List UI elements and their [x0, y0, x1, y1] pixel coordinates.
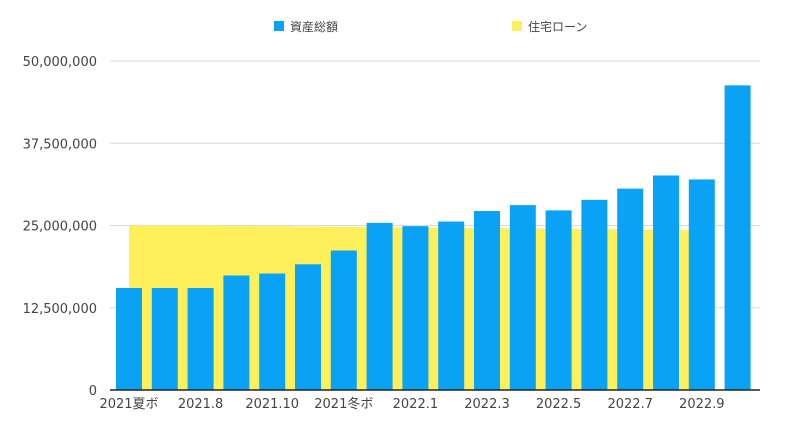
asset-total-series: [116, 85, 751, 390]
y-tick-label: 12,500,000: [23, 302, 97, 317]
asset-total-bar: [509, 205, 536, 390]
y-tick-label: 50,000,000: [23, 55, 97, 70]
asset-total-bar: [653, 175, 679, 390]
asset-total-bar: [330, 250, 357, 390]
x-tick-label: 2021冬ボ: [314, 396, 373, 412]
legend-swatch-asset-total: [274, 21, 284, 31]
asset-total-bar: [366, 222, 393, 390]
asset-total-bar: [402, 226, 429, 390]
asset-total-bar: [581, 199, 608, 390]
x-tick-label: 2021.8: [178, 397, 224, 412]
asset-total-bar: [724, 85, 751, 390]
asset-total-bar: [187, 288, 214, 390]
asset-total-bar: [617, 188, 644, 390]
y-tick-label: 0: [89, 384, 97, 399]
asset-total-bar: [438, 221, 465, 390]
x-tick-label: 2021夏ボ: [99, 397, 158, 412]
asset-total-bar: [259, 273, 286, 390]
asset-total-bar: [295, 264, 321, 390]
asset-total-bar: [545, 210, 572, 390]
legend-swatch-home-loan: [512, 21, 522, 31]
y-tick-label: 37,500,000: [23, 137, 97, 152]
asset-total-bar: [223, 275, 250, 390]
y-tick-label: 25,000,000: [23, 220, 97, 235]
x-tick-label: 2022.1: [393, 397, 439, 412]
x-tick-label: 2021.10: [245, 397, 299, 412]
legend-label-asset-total: 資産総額: [290, 19, 338, 34]
axes: 0 12,500,000 25,000,000 37,500,000 50,000,00…: [23, 55, 760, 412]
x-tick-label: 2022.5: [536, 397, 582, 412]
legend-label-home-loan: 住宅ローン: [528, 19, 587, 34]
x-tick-label: 2022.3: [464, 397, 510, 412]
asset-total-bar: [688, 179, 715, 390]
x-tick-label: 2022.7: [607, 397, 653, 412]
legend: 資産総額 住宅ローン: [274, 19, 587, 34]
asset-total-bar: [474, 211, 500, 390]
asset-total-bar: [151, 288, 178, 390]
asset-total-bar: [116, 288, 142, 390]
x-tick-label: 2022.9: [679, 397, 725, 412]
